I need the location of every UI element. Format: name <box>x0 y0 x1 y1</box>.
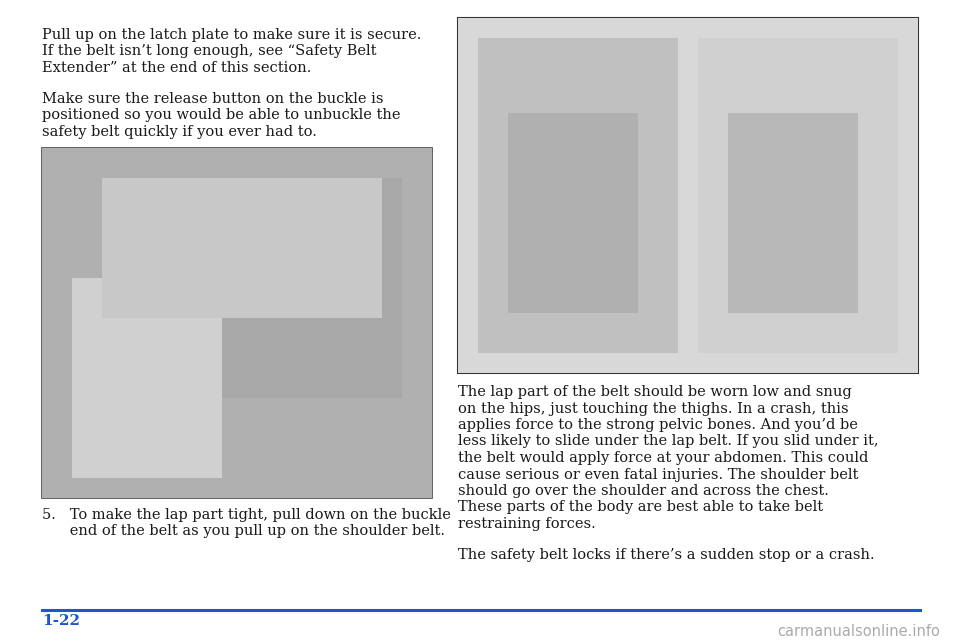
Text: Make sure the release button on the buckle is: Make sure the release button on the buck… <box>42 92 383 106</box>
Bar <box>222 178 402 398</box>
Text: If the belt isn’t long enough, see “Safety Belt: If the belt isn’t long enough, see “Safe… <box>42 45 376 58</box>
Bar <box>478 38 678 353</box>
Bar <box>42 148 432 498</box>
Text: the belt would apply force at your abdomen. This could: the belt would apply force at your abdom… <box>458 451 869 465</box>
Bar <box>458 18 918 373</box>
Text: positioned so you would be able to unbuckle the: positioned so you would be able to unbuc… <box>42 109 400 122</box>
Text: restraining forces.: restraining forces. <box>458 517 596 531</box>
Text: less likely to slide under the lap belt. If you slid under it,: less likely to slide under the lap belt.… <box>458 435 878 449</box>
Text: carmanualsonline.info: carmanualsonline.info <box>778 624 940 639</box>
Bar <box>458 18 918 373</box>
Text: Extender” at the end of this section.: Extender” at the end of this section. <box>42 61 311 75</box>
Bar <box>698 38 898 353</box>
Bar <box>508 113 638 313</box>
Text: end of the belt as you pull up on the shoulder belt.: end of the belt as you pull up on the sh… <box>42 525 445 538</box>
Text: should go over the shoulder and across the chest.: should go over the shoulder and across t… <box>458 484 828 498</box>
Text: 1-22: 1-22 <box>42 614 80 628</box>
Text: The safety belt locks if there’s a sudden stop or a crash.: The safety belt locks if there’s a sudde… <box>458 548 875 562</box>
Text: 5.   To make the lap part tight, pull down on the buckle: 5. To make the lap part tight, pull down… <box>42 508 451 522</box>
Bar <box>728 113 858 313</box>
Bar <box>102 178 382 318</box>
Bar <box>72 278 222 478</box>
Text: applies force to the strong pelvic bones. And you’d be: applies force to the strong pelvic bones… <box>458 418 858 432</box>
Text: The lap part of the belt should be worn low and snug: The lap part of the belt should be worn … <box>458 385 852 399</box>
Text: safety belt quickly if you ever had to.: safety belt quickly if you ever had to. <box>42 125 317 139</box>
Text: These parts of the body are best able to take belt: These parts of the body are best able to… <box>458 500 823 515</box>
Text: on the hips, just touching the thighs. In a crash, this: on the hips, just touching the thighs. I… <box>458 401 849 415</box>
Bar <box>42 148 432 498</box>
Text: cause serious or even fatal injuries. The shoulder belt: cause serious or even fatal injuries. Th… <box>458 467 858 481</box>
Text: Pull up on the latch plate to make sure it is secure.: Pull up on the latch plate to make sure … <box>42 28 421 42</box>
